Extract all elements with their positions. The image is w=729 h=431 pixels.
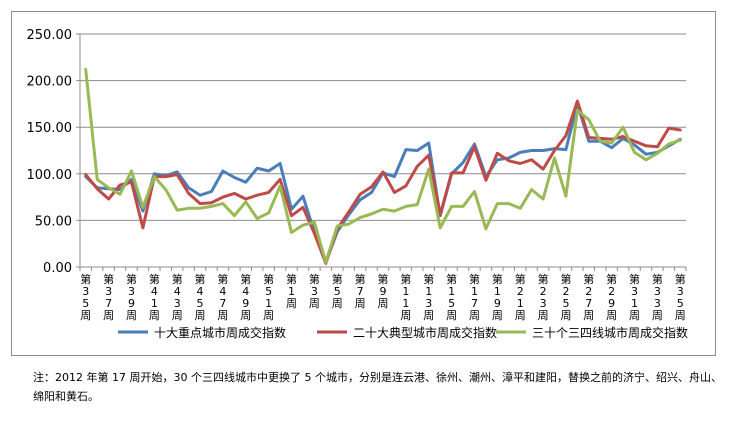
grid-lines <box>80 33 686 221</box>
y-tick-label: 150.00 <box>27 121 73 136</box>
footnote: 注：2012 年第 17 周开始，30 个三四线城市中更换了 5 个城市，分别是… <box>33 371 722 403</box>
axes <box>76 33 687 271</box>
x-axis-tick-labels: 第 3 5 周 第 3 7 周 第 3 9 周 第 4 1 周 第 4 3 周 第 4 5 周第 4 7 周 第 4 9 周 第 5 1 周 第 1 周 第… <box>80 272 686 322</box>
series-lines <box>84 67 682 265</box>
legend-label-3: 三十个三四线城市周成交指数 <box>532 325 688 340</box>
y-tick-label: 50.00 <box>35 214 72 229</box>
legend-label-2: 二十大典型城市周成交指数 <box>353 325 497 340</box>
series-line-3 <box>84 67 682 264</box>
y-tick-label: 200.00 <box>27 75 73 90</box>
y-tick-label: 100.00 <box>27 168 73 183</box>
y-tick-label: 0.00 <box>43 261 72 276</box>
y-tick-label: 250.00 <box>27 28 73 43</box>
y-axis-tick-labels: 0.00 50.00 100.00 150.00 200.00 250.00 <box>27 28 73 276</box>
legend-label-1: 十大重点城市周成交指数 <box>154 325 286 340</box>
legend: 十大重点城市周成交指数 二十大典型城市周成交指数 三十个三四线城市周成交指数 <box>118 325 688 340</box>
